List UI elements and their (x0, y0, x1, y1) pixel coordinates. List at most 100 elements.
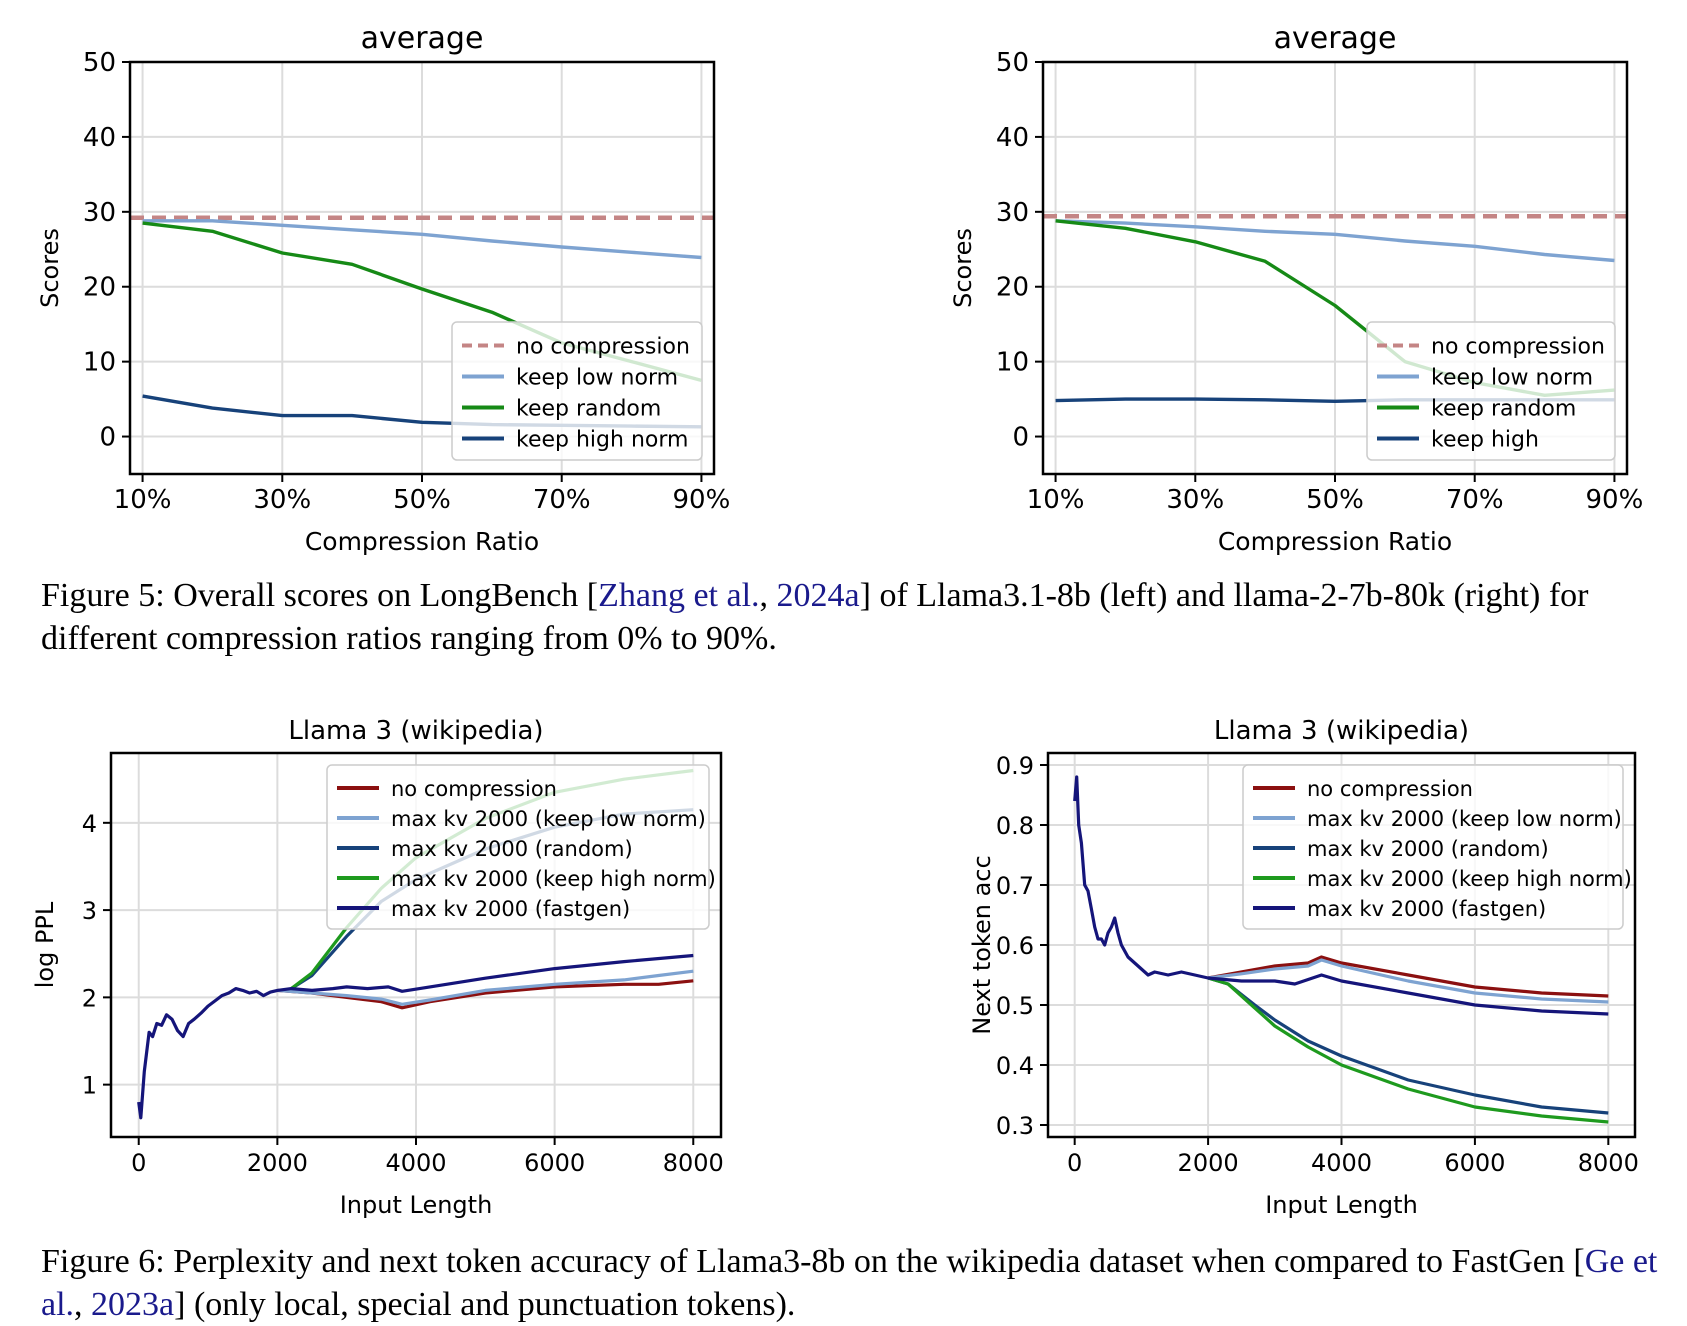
fig5-left-chart: 10% 30% 50% 70% 90% 0 10 20 30 40 50 average Compres… (36, 21, 731, 556)
figure6-cite-year[interactable]: 2023a (91, 1286, 175, 1323)
figure6-caption: Figure 6: Perplexity and next token accu… (41, 1240, 1661, 1326)
legend-label-max-kv-2000-fastgen: max kv 2000 (fastgen) (1307, 897, 1546, 921)
y-tick-label: 0 (99, 423, 116, 453)
figure5-cite-author[interactable]: Zhang et al. (598, 577, 760, 614)
x-tick-label: 2000 (1178, 1149, 1239, 1177)
figure5-cite-year[interactable]: 2024a (776, 577, 860, 614)
x-tick-label: 50% (393, 485, 451, 515)
figure5-caption-pre: Figure 5: Overall scores on LongBench [ (41, 577, 599, 614)
x-tick-label: 4000 (1311, 1149, 1372, 1177)
y-tick-label: 0 (1012, 423, 1029, 453)
y-tick-label: 3 (82, 897, 97, 925)
y-axis-label: log PPL (31, 901, 59, 988)
x-tick-label: 8000 (1578, 1149, 1639, 1177)
y-axis-label: Next token acc (968, 855, 996, 1034)
series-line-max-kv-2000-fastgen (137, 953, 694, 1120)
figure6-caption-pre: Figure 6: Perplexity and next token accu… (41, 1243, 1585, 1280)
y-tick-label: 10 (996, 348, 1029, 378)
x-tick-label: 8000 (663, 1149, 724, 1177)
y-tick-label: 10 (83, 348, 116, 378)
series-line-max-kv-2000-keep-high-norm (1207, 976, 1609, 1124)
legend: no compression keep low norm keep random ke… (1366, 321, 1616, 461)
x-axis-label: Compression Ratio (305, 527, 539, 556)
x-tick-label: 30% (1166, 485, 1224, 515)
x-tick-label: 2000 (247, 1149, 308, 1177)
legend-label-keep-low-norm: keep low norm (516, 366, 678, 391)
figure5-cite-sep: , (759, 577, 777, 614)
legend-label-no-compression: no compression (391, 777, 557, 801)
x-axis-label: Compression Ratio (1218, 527, 1452, 556)
x-tick-label: 0 (1067, 1149, 1082, 1177)
legend-label-max-kv-2000-random: max kv 2000 (random) (391, 837, 633, 861)
legend-label-max-kv-2000-random: max kv 2000 (random) (1307, 837, 1549, 861)
figure6-caption-post: ] (only local, special and punctuation t… (174, 1286, 796, 1323)
legend-label-max-kv-2000-keep-low-norm: max kv 2000 (keep low norm) (391, 807, 706, 831)
x-tick-label: 70% (1446, 485, 1504, 515)
figure5-caption-post: ] of Llama3.1-8b (left) and llama-2-7b-8… (41, 577, 1589, 657)
series-line-keep-low-norm (142, 219, 702, 260)
series-line-no-compression (1207, 955, 1609, 998)
x-tick-label: 10% (114, 485, 172, 515)
legend-label-keep-high-norm: keep high norm (516, 428, 688, 453)
legend-label-keep-random: keep random (1431, 397, 1576, 422)
x-tick-label: 90% (673, 485, 731, 515)
series-line-max-kv-2000-fastgen (1073, 775, 1609, 1016)
legend-label-max-kv-2000-keep-low-norm: max kv 2000 (keep low norm) (1307, 807, 1622, 831)
fig6-right-chart: 0 2000 4000 6000 8000 0.3 0.4 0.5 0.6 0.7 0.8 0.9 Ll… (968, 716, 1639, 1219)
y-tick-label: 30 (996, 198, 1029, 228)
x-tick-label: 6000 (524, 1149, 585, 1177)
x-axis-label: Input Length (340, 1191, 493, 1219)
x-tick-label: 10% (1027, 485, 1085, 515)
y-tick-label: 0.5 (996, 992, 1034, 1020)
x-tick-label: 30% (253, 485, 311, 515)
x-tick-label: 6000 (1444, 1149, 1505, 1177)
y-tick-label: 30 (83, 198, 116, 228)
x-tick-label: 0 (131, 1149, 146, 1177)
y-tick-label: 0.7 (996, 872, 1034, 900)
y-tick-label: 40 (83, 123, 116, 153)
legend-label-keep-low-norm: keep low norm (1431, 366, 1593, 391)
legend-label-no-compression: no compression (1307, 777, 1473, 801)
y-tick-label: 20 (996, 273, 1029, 303)
figure5-caption: Figure 5: Overall scores on LongBench [Z… (41, 574, 1661, 660)
legend-label-no-compression: no compression (516, 335, 690, 360)
legend-label-keep-random: keep random (516, 397, 661, 422)
legend-label-no-compression: no compression (1431, 335, 1605, 360)
y-tick-label: 0.3 (996, 1112, 1034, 1140)
legend-box (1366, 321, 1616, 461)
y-axis-label: Scores (36, 228, 64, 308)
y-tick-label: 50 (996, 48, 1029, 78)
chart-title: Llama 3 (wikipedia) (288, 716, 543, 746)
x-tick-label: 70% (533, 485, 591, 515)
series-line-max-kv-2000-keep-low-norm (1207, 958, 1609, 1004)
y-axis-label: Scores (949, 228, 977, 308)
y-tick-label: 2 (82, 984, 97, 1012)
legend: no compression max kv 2000 (keep low norm… (1242, 764, 1632, 930)
fig6-left-chart: 0 2000 4000 6000 8000 1 2 3 4 Llama 3 (wikipedia)… (31, 716, 724, 1219)
legend-box (1242, 764, 1624, 930)
legend-label-max-kv-2000-keep-high-norm: max kv 2000 (keep high norm) (391, 867, 716, 891)
legend-label-keep-high: keep high (1431, 428, 1539, 453)
y-tick-label: 0.4 (996, 1052, 1034, 1080)
x-tick-label: 90% (1586, 485, 1644, 515)
x-axis-label: Input Length (1265, 1191, 1418, 1219)
legend-label-max-kv-2000-fastgen: max kv 2000 (fastgen) (391, 897, 630, 921)
chart-title: average (1274, 21, 1397, 56)
x-tick-label: 4000 (385, 1149, 446, 1177)
legend-box (326, 764, 710, 930)
legend-box (451, 321, 703, 461)
y-tick-label: 4 (82, 810, 97, 838)
figure6-cite-author[interactable]: Ge et al. (41, 1243, 1658, 1323)
y-tick-label: 0.8 (996, 812, 1034, 840)
legend: no compression max kv 2000 (keep low norm… (326, 764, 716, 930)
fig5-right-chart: 10% 30% 50% 70% 90% 0 10 20 30 40 50 average Compres… (949, 21, 1644, 556)
chart-title: Llama 3 (wikipedia) (1214, 716, 1469, 746)
x-tick-label: 50% (1306, 485, 1364, 515)
y-tick-label: 50 (83, 48, 116, 78)
figure6-cite-sep: , (74, 1286, 92, 1323)
y-tick-label: 0.6 (996, 932, 1034, 960)
legend: no compression keep low norm keep random ke… (451, 321, 703, 461)
y-tick-label: 40 (996, 123, 1029, 153)
series-line-keep-low-norm (1055, 219, 1615, 263)
y-tick-label: 20 (83, 273, 116, 303)
